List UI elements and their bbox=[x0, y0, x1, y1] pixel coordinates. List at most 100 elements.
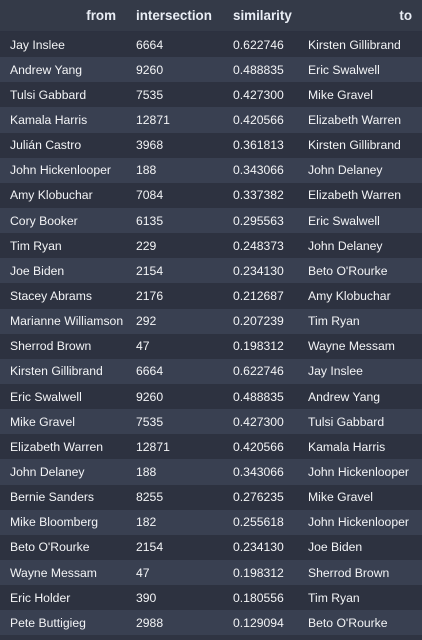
table-row: Bernie Sanders 8255 0.276235 Mike Gravel bbox=[0, 484, 422, 510]
table-row: Andrew Yang 9260 0.488835 Eric Swalwell bbox=[0, 57, 422, 83]
to-cell: Beto O'Rourke bbox=[308, 615, 388, 630]
similarity-cell: 0.488835 bbox=[233, 389, 284, 404]
from-cell: John Delaney bbox=[10, 464, 85, 479]
table-row: Mike Gravel 7535 0.427300 Tulsi Gabbard bbox=[0, 409, 422, 435]
table-row: Joe Biden 2154 0.234130 Beto O'Rourke bbox=[0, 258, 422, 284]
similarity-cell: 0.129094 bbox=[233, 615, 284, 630]
intersection-cell: 12871 bbox=[136, 112, 170, 127]
from-cell: Amy Klobuchar bbox=[10, 188, 93, 203]
intersection-cell: 47 bbox=[136, 339, 150, 354]
table-header-row: from intersection similarity to bbox=[0, 0, 422, 32]
intersection-cell: 3968 bbox=[136, 138, 164, 153]
similarity-cell: 0.488835 bbox=[233, 62, 284, 77]
similarity-cell: 0.180556 bbox=[233, 590, 284, 605]
to-cell: Eric Swalwell bbox=[308, 62, 380, 77]
from-cell: Andrew Yang bbox=[10, 62, 83, 77]
table-row: Eric Holder 390 0.180556 Tim Ryan bbox=[0, 585, 422, 611]
from-cell: Mike Bloomberg bbox=[10, 515, 99, 530]
to-cell: John Hickenlooper bbox=[308, 464, 409, 479]
from-cell: Eric Swalwell bbox=[10, 389, 82, 404]
to-cell: John Hickenlooper bbox=[308, 515, 409, 530]
from-cell: Elizabeth Warren bbox=[10, 439, 104, 454]
header-intersection[interactable]: intersection bbox=[136, 8, 212, 23]
to-cell: Andrew Yang bbox=[308, 389, 381, 404]
intersection-cell: 188 bbox=[136, 464, 157, 479]
from-cell: Julián Castro bbox=[10, 138, 82, 153]
table-row: John Delaney 188 0.343066 John Hickenloo… bbox=[0, 459, 422, 485]
to-cell: Kirsten Gillibrand bbox=[308, 37, 401, 52]
to-cell: John Delaney bbox=[308, 163, 383, 178]
intersection-cell: 8255 bbox=[136, 490, 164, 505]
similarity-cell: 0.420566 bbox=[233, 112, 284, 127]
to-cell: Mike Gravel bbox=[308, 87, 374, 102]
to-cell: John Delaney bbox=[308, 238, 383, 253]
from-cell: Beto O'Rourke bbox=[10, 540, 90, 555]
intersection-cell: 7084 bbox=[136, 188, 164, 203]
similarity-cell: 0.361813 bbox=[233, 138, 284, 153]
intersection-cell: 6135 bbox=[136, 213, 164, 228]
similarity-cell: 0.420566 bbox=[233, 439, 284, 454]
from-cell: Jay Inslee bbox=[10, 37, 65, 52]
to-cell: Tim Ryan bbox=[308, 590, 360, 605]
similarity-cell: 0.622746 bbox=[233, 37, 284, 52]
table-row: Wayne Messam 47 0.198312 Sherrod Brown bbox=[0, 559, 422, 586]
from-cell: Marianne Williamson bbox=[10, 314, 124, 329]
from-cell: Joe Biden bbox=[10, 263, 65, 278]
table-row: Amy Klobuchar 7084 0.337382 Elizabeth Wa… bbox=[0, 182, 422, 208]
from-cell: Tulsi Gabbard bbox=[10, 87, 87, 102]
header-to[interactable]: to bbox=[399, 8, 412, 23]
table-row: Tulsi Gabbard 7535 0.427300 Mike Gravel bbox=[0, 82, 422, 108]
intersection-cell: 2154 bbox=[136, 540, 164, 555]
similarity-cell: 0.343066 bbox=[233, 163, 284, 178]
from-cell: John Hickenlooper bbox=[10, 163, 111, 178]
similarity-cell: 0.276235 bbox=[233, 490, 284, 505]
from-cell: Sherrod Brown bbox=[10, 339, 92, 354]
similarity-cell: 0.234130 bbox=[233, 540, 284, 555]
table-row: Marianne Williamson 292 0.207239 Tim Rya… bbox=[0, 308, 422, 334]
similarity-cell: 0.295563 bbox=[233, 213, 284, 228]
intersection-cell: 9260 bbox=[136, 389, 164, 404]
to-cell: Jay Inslee bbox=[308, 364, 363, 379]
header-from[interactable]: from bbox=[86, 8, 116, 23]
intersection-cell: 7535 bbox=[136, 87, 164, 102]
similarity-cell: 0.234130 bbox=[233, 263, 284, 278]
intersection-cell: 2154 bbox=[136, 263, 164, 278]
table-row: Kamala Harris 12871 0.420566 Elizabeth W… bbox=[0, 107, 422, 133]
header-similarity[interactable]: similarity bbox=[233, 8, 292, 23]
intersection-cell: 12871 bbox=[136, 439, 170, 454]
intersection-cell: 2988 bbox=[136, 615, 164, 630]
to-cell: Elizabeth Warren bbox=[308, 112, 402, 127]
similarity-cell: 0.212687 bbox=[233, 288, 284, 303]
intersection-cell: 9260 bbox=[136, 62, 164, 77]
table-row: Mike Bloomberg 182 0.255618 John Hickenl… bbox=[0, 509, 422, 535]
from-cell: Wayne Messam bbox=[10, 565, 97, 580]
from-cell: Kirsten Gillibrand bbox=[10, 364, 103, 379]
table-row: Elizabeth Warren 12871 0.420566 Kamala H… bbox=[0, 434, 422, 460]
intersection-cell: 390 bbox=[136, 590, 157, 605]
intersection-cell: 188 bbox=[136, 163, 157, 178]
table-row: Beto O'Rourke 2154 0.234130 Joe Biden bbox=[0, 534, 422, 560]
intersection-cell: 6664 bbox=[136, 37, 164, 52]
table-row: Pete Buttigieg 2988 0.129094 Beto O'Rour… bbox=[0, 610, 422, 636]
to-cell: Elizabeth Warren bbox=[308, 188, 402, 203]
similarity-cell: 0.248373 bbox=[233, 238, 284, 253]
table-row: Kirsten Gillibrand 6664 0.622746 Jay Ins… bbox=[0, 358, 422, 384]
from-cell: Pete Buttigieg bbox=[10, 615, 86, 630]
from-cell: Kamala Harris bbox=[10, 112, 88, 127]
intersection-cell: 229 bbox=[136, 238, 157, 253]
to-cell: Kirsten Gillibrand bbox=[308, 138, 401, 153]
table-row: John Hickenlooper 188 0.343066 John Dela… bbox=[0, 157, 422, 183]
intersection-cell: 47 bbox=[136, 565, 150, 580]
to-cell: Kamala Harris bbox=[308, 439, 386, 454]
table-row: Eric Swalwell 9260 0.488835 Andrew Yang bbox=[0, 383, 422, 410]
table-row: Tim Ryan 229 0.248373 John Delaney bbox=[0, 233, 422, 259]
to-cell: Amy Klobuchar bbox=[308, 288, 391, 303]
similarity-cell: 0.207239 bbox=[233, 314, 284, 329]
similarity-cell: 0.427300 bbox=[233, 87, 284, 102]
table-row: Stacey Abrams 2176 0.212687 Amy Klobucha… bbox=[0, 283, 422, 309]
to-cell: Tulsi Gabbard bbox=[308, 414, 385, 429]
to-cell: Tim Ryan bbox=[308, 314, 360, 329]
from-cell: Eric Holder bbox=[10, 590, 71, 605]
similarity-cell: 0.622746 bbox=[233, 364, 284, 379]
